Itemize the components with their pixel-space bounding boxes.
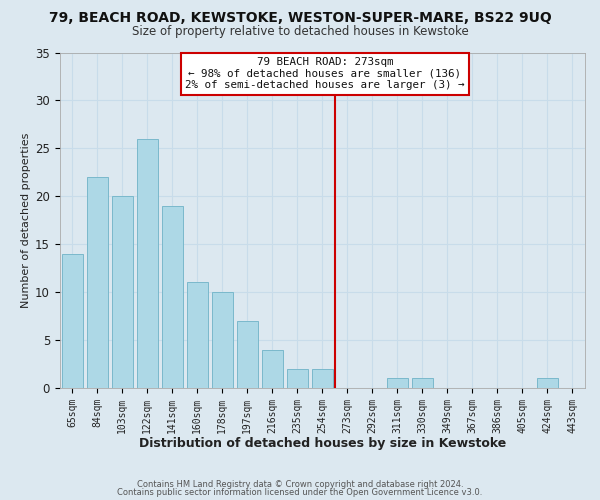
Bar — [237, 321, 258, 388]
Bar — [62, 254, 83, 388]
Y-axis label: Number of detached properties: Number of detached properties — [21, 132, 31, 308]
Bar — [387, 378, 408, 388]
Bar — [187, 282, 208, 388]
Bar — [161, 206, 183, 388]
Bar — [262, 350, 283, 388]
Bar — [212, 292, 233, 388]
Text: Contains HM Land Registry data © Crown copyright and database right 2024.: Contains HM Land Registry data © Crown c… — [137, 480, 463, 489]
Bar — [537, 378, 558, 388]
Bar — [112, 196, 133, 388]
Bar — [86, 177, 108, 388]
Bar — [287, 368, 308, 388]
Text: Contains public sector information licensed under the Open Government Licence v3: Contains public sector information licen… — [118, 488, 482, 497]
Text: Size of property relative to detached houses in Kewstoke: Size of property relative to detached ho… — [131, 25, 469, 38]
Text: 79, BEACH ROAD, KEWSTOKE, WESTON-SUPER-MARE, BS22 9UQ: 79, BEACH ROAD, KEWSTOKE, WESTON-SUPER-M… — [49, 11, 551, 25]
Bar — [412, 378, 433, 388]
Text: 79 BEACH ROAD: 273sqm  
← 98% of detached houses are smaller (136)
2% of semi-de: 79 BEACH ROAD: 273sqm ← 98% of detached … — [185, 58, 464, 90]
X-axis label: Distribution of detached houses by size in Kewstoke: Distribution of detached houses by size … — [139, 437, 506, 450]
Bar — [312, 368, 333, 388]
Bar — [137, 138, 158, 388]
